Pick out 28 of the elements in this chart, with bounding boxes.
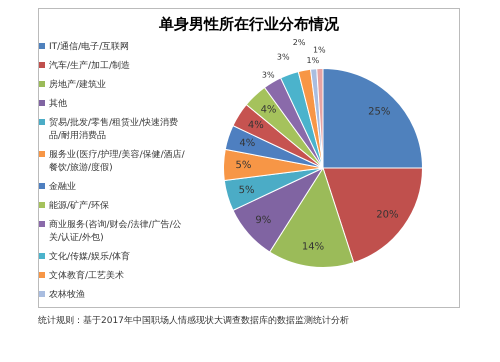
legend-label: 金融业 bbox=[49, 180, 76, 193]
data-label: 4% bbox=[248, 120, 264, 131]
data-label: 5% bbox=[238, 184, 254, 196]
data-label: 3% bbox=[262, 70, 276, 80]
data-label: 2% bbox=[292, 38, 306, 47]
legend-label: 房地产/建筑业 bbox=[49, 78, 106, 91]
data-label: 3% bbox=[276, 52, 290, 62]
text: 统计规则：基于2017年中国职场人情感现状大调查数据库的数据监测统计分析 bbox=[38, 314, 350, 327]
legend-label: IT/通信/电子/互联网 bbox=[49, 40, 130, 53]
data-label: 4% bbox=[239, 138, 256, 149]
data-label: 1% bbox=[306, 56, 320, 66]
legend-label: 农林牧渔 bbox=[49, 288, 85, 301]
legend-label: 服务业(医疗/护理/美容/保健/酒店/餐饮/旅游/度假) bbox=[49, 148, 186, 174]
legend-label: 商业服务(咨询/财会/法律/广告/公关/认证/外包) bbox=[49, 218, 183, 244]
chart-title: 单身男性所在行业分布情况 bbox=[158, 15, 340, 34]
data-label: 4% bbox=[260, 104, 276, 116]
legend-label: 文体教育/工艺美术 bbox=[49, 269, 124, 282]
legend-label: 能源/矿产/环保 bbox=[49, 200, 110, 212]
data-label: 25% bbox=[368, 106, 390, 118]
data-label: 5% bbox=[236, 160, 252, 172]
legend-label: 贸易/批发/零售/租赁业/快速消费品/耐用消费品 bbox=[49, 116, 180, 142]
data-label: 9% bbox=[255, 215, 272, 226]
legend-label: 其他 bbox=[49, 98, 67, 110]
data-label: 14% bbox=[302, 242, 324, 253]
legend-label: 汽车/生产/加工/制造 bbox=[49, 60, 130, 72]
data-label: 1% bbox=[312, 46, 326, 55]
data-label: 20% bbox=[376, 209, 399, 220]
legend-label: 文化/传媒/娱乐/体育 bbox=[49, 250, 130, 263]
